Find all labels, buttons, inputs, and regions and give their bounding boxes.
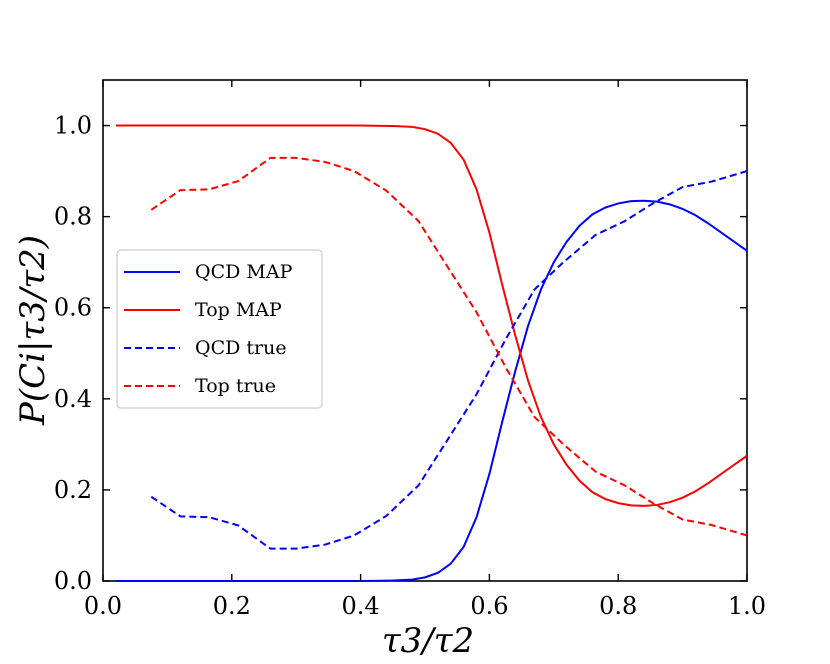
legend-label: QCD MAP xyxy=(195,261,293,283)
plot-frame xyxy=(102,79,748,582)
x-tick-label: 0.0 xyxy=(84,592,122,620)
x-tick-label: 0.6 xyxy=(470,592,508,620)
ticks-layer xyxy=(102,80,748,582)
series-line-top-map xyxy=(115,124,748,507)
x-tick-label: 0.2 xyxy=(213,592,251,620)
legend-items: QCD MAP Top MAP QCD true Top true xyxy=(124,261,293,397)
x-tick-label: 1.0 xyxy=(728,592,766,620)
series-line-top-true xyxy=(150,156,748,537)
legend-label: Top true xyxy=(195,375,276,397)
series-line-qcd-true xyxy=(150,170,748,550)
legend: QCD MAP Top MAP QCD true Top true xyxy=(116,249,323,409)
y-tick-label: 0.2 xyxy=(54,476,92,504)
series-layer xyxy=(115,124,748,582)
tick-labels-layer: 0.0 0.2 0.4 0.6 0.8 1.0 0.0 0.2 0.4 0.6 0.8 1.0 xyxy=(54,112,766,620)
legend-box xyxy=(116,249,323,409)
y-tick-label: 1.0 xyxy=(54,112,92,140)
x-axis-label: τ3/τ2 xyxy=(382,621,474,661)
y-tick-label: 0.4 xyxy=(54,385,92,413)
series-line-qcd-map xyxy=(115,199,748,582)
legend-label: Top MAP xyxy=(195,299,282,321)
x-tick-label: 0.4 xyxy=(342,592,380,620)
y-axis-label: P(Ci|τ3/τ2) xyxy=(13,235,53,426)
y-tick-label: 0.6 xyxy=(54,294,92,322)
y-tick-label: 0.8 xyxy=(54,203,92,231)
y-tick-label: 0.0 xyxy=(54,567,92,595)
legend-label: QCD true xyxy=(195,337,287,359)
x-tick-label: 0.8 xyxy=(599,592,637,620)
